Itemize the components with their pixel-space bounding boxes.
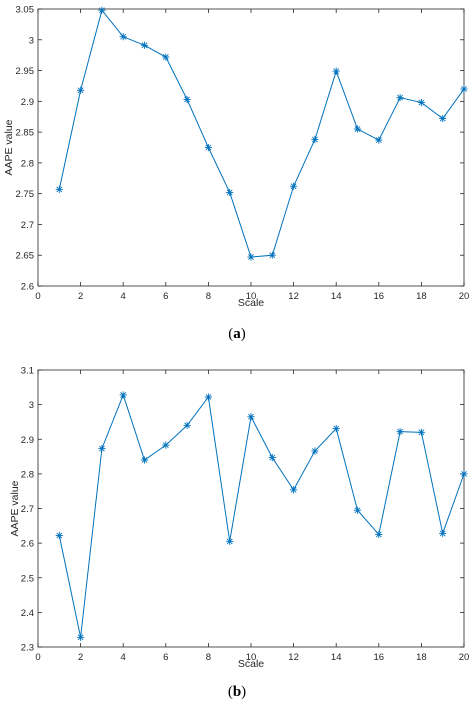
y-tick-label: 3.05 [16,5,35,16]
data-point-marker [55,531,63,540]
plot-area-frame [37,8,465,287]
data-point-marker [140,456,149,464]
data-point-marker [332,424,340,433]
y-tick-label: 2.9 [21,97,34,108]
y-tick-label: 2.3 [21,643,34,654]
y-tick-label: 2.85 [16,128,35,139]
x-tick-label: 8 [206,652,211,663]
data-point-marker [162,53,170,61]
x-tick-label: 6 [163,291,168,302]
data-point-marker [140,41,149,49]
caption-a: (a) [228,326,246,342]
x-tick-label: 2 [78,652,83,663]
data-point-marker [98,444,106,453]
x-tick-label: 14 [331,652,342,663]
data-point-marker [332,67,340,75]
x-tick-label: 4 [121,652,126,663]
x-tick-label: 4 [121,291,126,302]
y-axis-title: AAPE value [3,119,15,175]
y-tick-label: 2.4 [21,608,34,619]
data-point-marker [396,94,404,102]
chart-panel-b: 0 2 4 6 8 10 12 14 16 18 20 2.3 2.4 2.5 2.6 2.7 2.8 2.9 3 3… [0,356,474,712]
y-axis-title: AAPE value [9,480,21,536]
y-tick-label: 2.95 [16,66,35,77]
y-tick-label: 2.75 [16,189,35,200]
x-tick-label: 16 [374,652,385,663]
data-point-marker [55,185,63,193]
y-tick-label: 2.8 [21,469,34,480]
data-point-marker [439,114,447,123]
data-point-marker [460,85,468,93]
data-point-marker [226,537,234,545]
data-point-marker [290,486,298,494]
data-point-marker [183,95,191,104]
y-tick-label: 3.1 [21,366,34,377]
y-tick-label: 2.8 [21,158,34,169]
y-tick-label: 2.6 [21,539,34,550]
data-point-marker [417,428,425,436]
line-chart-a: 0 2 4 6 8 10 12 14 16 18 20 2.6 2.65 2.7 2.75 2.8 2.85 2.… [3,5,470,310]
data-point-marker [183,421,191,429]
data-point-marker [311,135,319,144]
data-point-marker [119,391,127,399]
data-point-marker [226,188,234,197]
data-point-marker [204,143,212,152]
y-tick-label: 2.5 [21,573,34,584]
data-point-marker [417,98,425,107]
x-tick-label: 20 [459,652,470,663]
data-point-marker [375,530,383,539]
data-point-marker [439,529,447,538]
series-line [58,393,465,638]
data-point-marker [311,447,319,455]
y-tick-label: 2.65 [16,251,35,262]
chart-panel-a: 0 2 4 6 8 10 12 14 16 18 20 2.6 2.65 2.7 2.75 2.8 2.85 2.… [3,5,470,343]
x-tick-label: 10 [246,291,257,302]
series-line [58,9,465,258]
x-tick-label: 2 [78,291,83,302]
data-point-marker [460,470,468,478]
x-tick-label: 20 [459,291,470,302]
x-tick-label: 18 [416,652,427,663]
data-point-marker [77,633,85,641]
plot-area-frame [37,369,465,648]
x-tick-label: 8 [206,291,211,302]
y-tick-label: 2.7 [21,220,34,231]
x-tick-label: 6 [163,652,168,663]
data-point-marker [247,413,255,421]
x-tick-label: 16 [374,291,385,302]
data-point-marker [353,125,362,133]
caption-b: (b) [227,684,247,700]
x-tick-label: 18 [416,291,427,302]
data-point-marker [98,6,106,14]
data-point-marker [268,454,276,462]
data-point-marker [268,251,276,259]
x-tick-label: 0 [35,652,40,663]
data-point-marker [77,86,85,94]
x-tick-label: 14 [331,291,342,302]
x-axis-title: Scale [238,658,264,670]
x-tick-label: 12 [288,291,299,302]
y-tick-label: 3 [29,35,34,46]
data-point-marker [162,441,170,449]
data-point-marker [353,506,362,514]
data-point-marker [396,428,404,436]
x-axis-title: Scale [238,297,264,309]
y-tick-label: 3 [29,400,34,411]
x-tick-label: 0 [35,291,40,302]
line-chart-b: 0 2 4 6 8 10 12 14 16 18 20 2.3 2.4 2.5 2.6 2.7 2.8 2.9 3 3… [9,366,470,671]
data-point-marker [204,393,212,401]
y-tick-label: 2.6 [21,282,34,293]
data-point-marker [119,33,127,41]
data-point-marker [290,182,298,190]
x-tick-label: 12 [288,652,299,663]
data-point-marker [375,136,383,144]
y-tick-label: 2.9 [21,435,34,446]
y-tick-label: 2.7 [21,504,34,515]
x-tick-label: 10 [246,652,257,663]
data-point-marker [247,253,255,261]
